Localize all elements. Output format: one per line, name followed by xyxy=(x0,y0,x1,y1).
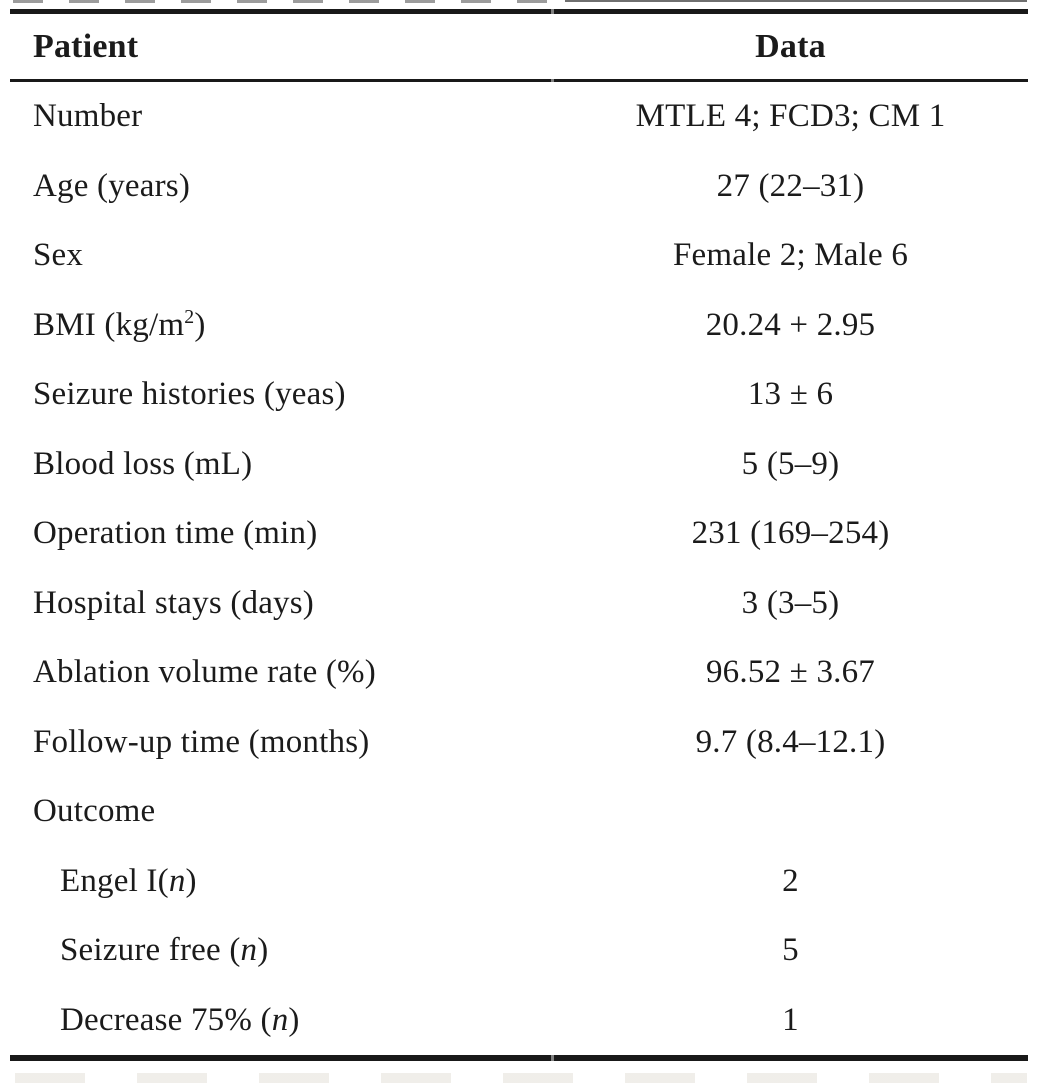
row-label: Engel I(n) xyxy=(60,862,197,899)
row-value: 231 (169–254) xyxy=(691,515,890,552)
table-row: Blood loss (mL) 5 (5–9) xyxy=(10,430,1028,500)
table-row: Decrease 75% (n) 1 xyxy=(10,986,1028,1056)
table-row: Age (years) 27 (22–31) xyxy=(10,152,1028,222)
table-body: Number MTLE 4; FCD3; CM 1 Age (years) 27 (2… xyxy=(10,82,1028,1055)
row-label: Operation time (min) xyxy=(33,515,318,552)
row-label: Outcome xyxy=(33,793,156,830)
row-value: 5 (5–9) xyxy=(741,445,840,482)
table-row: Ablation volume rate (%) 96.52 ± 3.67 xyxy=(10,638,1028,708)
row-value: 1 xyxy=(782,1001,799,1038)
table-row: Seizure free (n) 5 xyxy=(10,916,1028,986)
table-rule-header-separator xyxy=(10,79,1028,82)
cropped-caption-fragment-right xyxy=(565,0,1027,2)
table-header-row: Patient Data xyxy=(10,14,1028,79)
table-row: Sex Female 2; Male 6 xyxy=(10,221,1028,291)
row-label: Hospital stays (days) xyxy=(33,584,314,621)
row-value: 13 ± 6 xyxy=(747,376,834,413)
row-value: 96.52 ± 3.67 xyxy=(705,654,875,691)
row-value: 27 (22–31) xyxy=(716,167,865,204)
patient-data-table: Patient Data Number MTLE 4; FCD3; CM 1 Age… xyxy=(10,9,1028,1061)
row-value: 20.24 + 2.95 xyxy=(705,306,876,343)
row-value: Female 2; Male 6 xyxy=(672,237,909,274)
row-label: Follow-up time (months) xyxy=(33,723,370,760)
row-label: Sex xyxy=(33,237,84,274)
table-row: Engel I(n) 2 xyxy=(10,847,1028,917)
row-label: Seizure free (n) xyxy=(60,932,269,969)
cropped-caption-fragment xyxy=(13,0,553,3)
row-label: BMI (kg/m2) xyxy=(33,305,206,343)
row-label: Age (years) xyxy=(33,167,191,204)
row-value: 5 xyxy=(782,932,799,969)
table-row: Operation time (min) 231 (169–254) xyxy=(10,499,1028,569)
table-rule-top xyxy=(10,9,1028,14)
table-row: Outcome xyxy=(10,777,1028,847)
row-label: Decrease 75% (n) xyxy=(60,1001,300,1038)
row-label: Ablation volume rate (%) xyxy=(33,654,376,691)
table-row: BMI (kg/m2) 20.24 + 2.95 xyxy=(10,291,1028,361)
table-row: Follow-up time (months) 9.7 (8.4–12.1) xyxy=(10,708,1028,778)
table-row: Number MTLE 4; FCD3; CM 1 xyxy=(10,82,1028,152)
column-header-patient: Patient xyxy=(33,27,139,65)
row-label: Seizure histories (yeas) xyxy=(33,376,346,413)
row-label: Blood loss (mL) xyxy=(33,445,253,482)
cropped-footnote-fragment xyxy=(15,1073,1027,1083)
row-value: 9.7 (8.4–12.1) xyxy=(695,723,886,760)
row-value: 3 (3–5) xyxy=(741,584,840,621)
table-row: Seizure histories (yeas) 13 ± 6 xyxy=(10,360,1028,430)
table-rule-bottom xyxy=(10,1055,1028,1061)
row-value: MTLE 4; FCD3; CM 1 xyxy=(635,98,946,135)
table-row: Hospital stays (days) 3 (3–5) xyxy=(10,569,1028,639)
column-header-data: Data xyxy=(755,27,826,65)
row-value: 2 xyxy=(782,862,799,899)
row-label: Number xyxy=(33,98,143,135)
